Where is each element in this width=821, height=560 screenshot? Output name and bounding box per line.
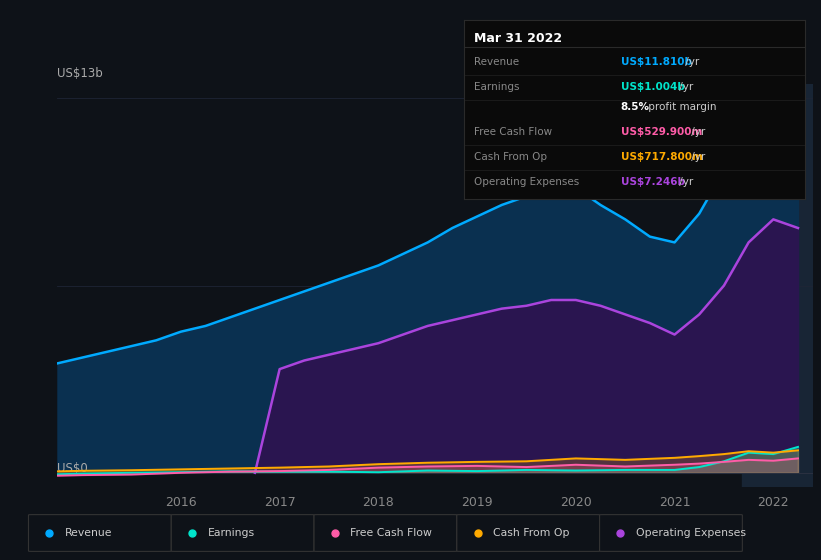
Text: Mar 31 2022: Mar 31 2022 xyxy=(474,32,562,45)
FancyBboxPatch shape xyxy=(599,515,742,552)
Text: US$0: US$0 xyxy=(57,462,88,475)
Text: profit margin: profit margin xyxy=(645,102,717,112)
FancyBboxPatch shape xyxy=(172,515,314,552)
Text: Earnings: Earnings xyxy=(208,528,255,538)
Text: Revenue: Revenue xyxy=(65,528,112,538)
Text: Earnings: Earnings xyxy=(474,82,520,92)
Text: US$1.004b: US$1.004b xyxy=(621,82,685,92)
Text: Free Cash Flow: Free Cash Flow xyxy=(474,127,553,137)
Text: US$529.900m: US$529.900m xyxy=(621,127,702,137)
Text: /yr: /yr xyxy=(688,152,705,162)
Text: /yr: /yr xyxy=(676,178,693,187)
Text: Revenue: Revenue xyxy=(474,57,519,67)
Text: Cash From Op: Cash From Op xyxy=(493,528,570,538)
FancyBboxPatch shape xyxy=(456,515,599,552)
Text: US$11.810b: US$11.810b xyxy=(621,57,691,67)
Text: /yr: /yr xyxy=(682,57,699,67)
FancyBboxPatch shape xyxy=(29,515,172,552)
Text: US$13b: US$13b xyxy=(57,67,103,80)
Text: Operating Expenses: Operating Expenses xyxy=(474,178,580,187)
Bar xyxy=(741,84,813,487)
Text: Free Cash Flow: Free Cash Flow xyxy=(351,528,432,538)
Text: US$7.246b: US$7.246b xyxy=(621,178,685,187)
Text: Operating Expenses: Operating Expenses xyxy=(635,528,745,538)
Text: US$717.800m: US$717.800m xyxy=(621,152,703,162)
Text: Cash From Op: Cash From Op xyxy=(474,152,547,162)
Text: /yr: /yr xyxy=(688,127,705,137)
Text: /yr: /yr xyxy=(676,82,693,92)
FancyBboxPatch shape xyxy=(314,515,456,552)
Text: 8.5%: 8.5% xyxy=(621,102,649,112)
